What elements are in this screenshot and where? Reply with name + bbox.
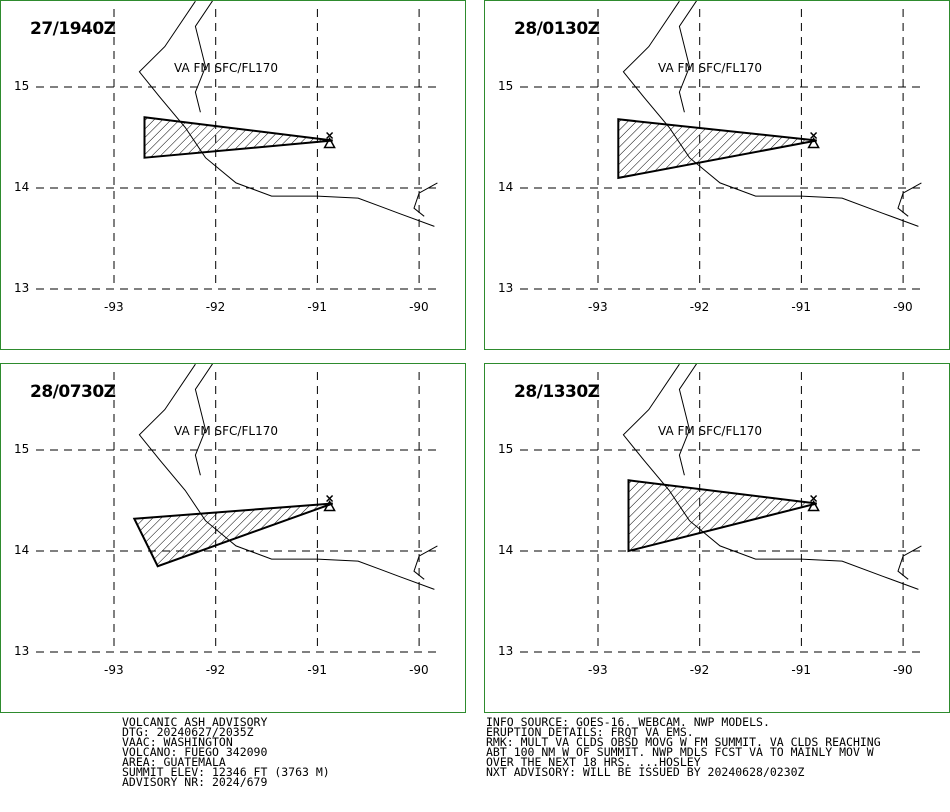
lon-label: -90 bbox=[409, 663, 429, 677]
ash-cloud-polygon bbox=[617, 118, 817, 180]
border-line bbox=[678, 364, 698, 476]
map-canvas bbox=[520, 1, 925, 290]
panel-time: 28/0730Z bbox=[30, 382, 116, 402]
lat-label: 14 bbox=[14, 180, 30, 194]
volcano-icon bbox=[326, 494, 334, 503]
lon-label: -92 bbox=[205, 300, 226, 314]
lat-label: 14 bbox=[498, 180, 514, 194]
volcano-icon bbox=[807, 136, 820, 149]
border-line bbox=[897, 545, 922, 580]
advisory-line: VAAC: WASHINGTON bbox=[122, 735, 233, 749]
lat-label: 15 bbox=[14, 79, 30, 93]
lat-label: 14 bbox=[498, 543, 514, 557]
advisory-right-text: INFO SOURCE: GOES-16. WEBCAM. NWP MODELS… bbox=[486, 715, 881, 779]
coastline bbox=[138, 1, 435, 227]
map-canvas bbox=[36, 1, 441, 290]
lon-label: -93 bbox=[588, 663, 608, 677]
lon-label: -93 bbox=[104, 300, 124, 314]
volcano-icon bbox=[323, 499, 336, 512]
advisory-line: ABT 100 NM W OF SUMMIT. NWP MDLS FCST VA… bbox=[486, 745, 874, 759]
advisory-line: AREA: GUATEMALA bbox=[122, 755, 226, 769]
lat-label: 13 bbox=[498, 644, 514, 658]
lat-label: 15 bbox=[14, 442, 30, 456]
border-line bbox=[413, 545, 438, 580]
lat-label: 13 bbox=[498, 281, 514, 295]
advisory-line: ERUPTION DETAILS: FRQT VA EMS. bbox=[486, 725, 694, 739]
lon-label: -91 bbox=[307, 663, 327, 677]
lat-label: 13 bbox=[14, 644, 30, 658]
map-canvas bbox=[36, 364, 441, 653]
panel-label: VA FM SFC/FL170 bbox=[174, 61, 278, 75]
coastline bbox=[622, 364, 919, 590]
lat-label: 15 bbox=[498, 442, 514, 456]
lon-label: -93 bbox=[104, 663, 124, 677]
volcano-icon bbox=[326, 131, 334, 140]
lon-label: -91 bbox=[791, 663, 811, 677]
coastline bbox=[622, 1, 919, 227]
panel-time: 28/1330Z bbox=[514, 382, 600, 402]
panel-label: VA FM SFC/FL170 bbox=[658, 61, 762, 75]
panel-time: 27/1940Z bbox=[30, 19, 116, 39]
lat-label: 15 bbox=[498, 79, 514, 93]
ash-cloud-polygon bbox=[143, 116, 333, 159]
lon-label: -90 bbox=[409, 300, 429, 314]
advisory-line: SUMMIT ELEV: 12346 FT (3763 M) bbox=[122, 765, 330, 779]
border-line bbox=[194, 1, 214, 113]
lon-label: -90 bbox=[893, 300, 913, 314]
border-line bbox=[897, 182, 922, 217]
lon-label: -91 bbox=[307, 300, 327, 314]
volcano-icon bbox=[323, 136, 336, 149]
lat-label: 14 bbox=[14, 543, 30, 557]
lat-label: 13 bbox=[14, 281, 30, 295]
map-panel-1: 27/1940Z VA FM SFC/FL170 15 14 13 -93 -92 -91… bbox=[0, 0, 466, 350]
map-panel-2: 28/0130Z VA FM SFC/FL170 15 14 13 -93 -92 -91… bbox=[484, 0, 950, 350]
volcano-icon bbox=[807, 499, 820, 512]
advisory-line: RMK: MULT VA CLDS OBSD MOVG W FM SUMMIT.… bbox=[486, 735, 881, 749]
volcano-icon bbox=[810, 494, 818, 503]
panel-time: 28/0130Z bbox=[514, 19, 600, 39]
advisory-left-text: VOLCANIC ASH ADVISORY DTG: 20240627/2035… bbox=[122, 715, 330, 789]
ash-cloud-polygon bbox=[132, 502, 334, 568]
advisory-line: VOLCANIC ASH ADVISORY bbox=[122, 715, 268, 729]
advisory-line: OVER THE NEXT 18 HRS. ...HOSLEY bbox=[486, 755, 701, 769]
panel-label: VA FM SFC/FL170 bbox=[658, 424, 762, 438]
border-line bbox=[413, 182, 438, 217]
advisory-line: INFO SOURCE: GOES-16. WEBCAM. NWP MODELS… bbox=[486, 715, 770, 729]
map-canvas bbox=[520, 364, 925, 653]
border-line bbox=[194, 364, 214, 476]
advisory-line: DTG: 20240627/2035Z bbox=[122, 725, 254, 739]
advisory-line: VOLCANO: FUEGO 342090 bbox=[122, 745, 268, 759]
map-panel-4: 28/1330Z VA FM SFC/FL170 15 14 13 -93 -92 -91… bbox=[484, 363, 950, 713]
advisory-line: NXT ADVISORY: WILL BE ISSUED BY 20240628… bbox=[486, 765, 805, 779]
panel-label: VA FM SFC/FL170 bbox=[174, 424, 278, 438]
lon-label: -90 bbox=[893, 663, 913, 677]
lon-label: -91 bbox=[791, 300, 811, 314]
volcano-icon bbox=[810, 131, 818, 140]
lon-label: -92 bbox=[689, 663, 710, 677]
map-panel-3: 28/0730Z VA FM SFC/FL170 15 14 13 -93 -92 -91… bbox=[0, 363, 466, 713]
advisory-line: ADVISORY NR: 2024/679 bbox=[122, 775, 268, 789]
lon-label: -93 bbox=[588, 300, 608, 314]
lon-label: -92 bbox=[689, 300, 710, 314]
border-line bbox=[678, 1, 698, 113]
lon-label: -92 bbox=[205, 663, 226, 677]
ash-cloud-polygon bbox=[627, 479, 817, 553]
